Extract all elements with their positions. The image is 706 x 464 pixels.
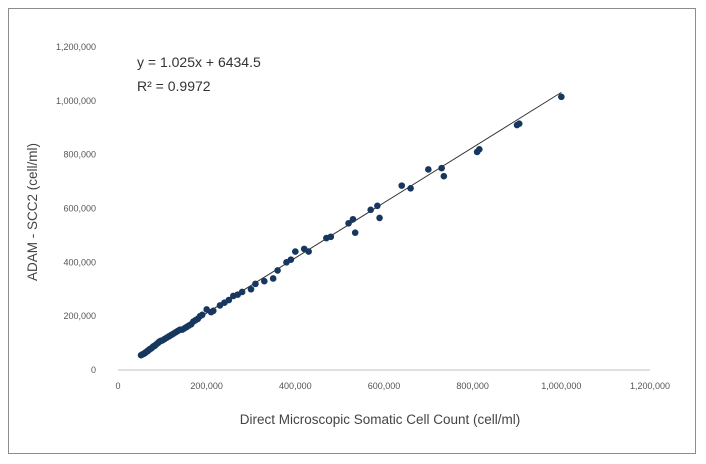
x-tick-label: 800,000 bbox=[456, 381, 489, 391]
data-point bbox=[198, 311, 206, 319]
data-point bbox=[374, 202, 381, 210]
y-tick-label: 200,000 bbox=[63, 311, 96, 321]
data-point bbox=[292, 248, 299, 255]
y-tick-label: 0 bbox=[91, 365, 96, 375]
y-tick-label: 800,000 bbox=[63, 150, 96, 160]
data-point bbox=[225, 296, 233, 304]
y-tick-label: 600,000 bbox=[63, 204, 96, 214]
data-point bbox=[210, 307, 217, 315]
x-axis-title: Direct Microscopic Somatic Cell Count (c… bbox=[240, 412, 521, 427]
data-point bbox=[558, 93, 565, 101]
data-point bbox=[247, 285, 255, 293]
chart-frame bbox=[8, 8, 696, 454]
x-tick-label: 1,000,000 bbox=[541, 381, 581, 391]
x-tick-label: 200,000 bbox=[190, 381, 223, 391]
y-tick-label: 400,000 bbox=[63, 257, 96, 267]
data-point bbox=[440, 172, 448, 180]
data-point bbox=[345, 220, 352, 227]
trendline-equation: y = 1.025x + 6434.5 bbox=[137, 54, 261, 70]
data-point bbox=[438, 164, 445, 172]
y-axis-title: ADAM - SCC2 (cell/ml) bbox=[25, 143, 40, 281]
data-point bbox=[252, 280, 259, 288]
x-tick-label: 1,200,000 bbox=[630, 381, 670, 391]
y-tick-label: 1,000,000 bbox=[56, 96, 96, 106]
y-tick-labels: 0 200,000 400,000 600,000 800,000 1,000,000 1,… bbox=[56, 42, 96, 375]
data-point bbox=[367, 206, 375, 214]
r-squared-label: R² = 0.9972 bbox=[137, 78, 211, 94]
data-point bbox=[398, 182, 406, 189]
x-tick-labels: 0 200,000 400,000 600,000 800,000 1,000,000 1,… bbox=[115, 381, 670, 391]
data-point bbox=[305, 248, 312, 255]
x-tick-label: 600,000 bbox=[368, 381, 401, 391]
data-point bbox=[269, 275, 277, 282]
data-point bbox=[407, 185, 414, 192]
x-tick-label: 0 bbox=[115, 381, 120, 391]
data-point bbox=[349, 215, 357, 223]
data-point bbox=[274, 267, 281, 274]
data-point bbox=[238, 288, 246, 296]
data-point bbox=[376, 214, 383, 222]
data-point bbox=[327, 233, 335, 241]
data-point bbox=[515, 120, 523, 128]
data-point bbox=[425, 166, 432, 173]
data-point bbox=[476, 145, 483, 153]
y-tick-label: 1,200,000 bbox=[56, 42, 96, 52]
data-points bbox=[137, 93, 565, 359]
data-point bbox=[261, 277, 268, 285]
data-point bbox=[287, 256, 295, 263]
data-point bbox=[351, 229, 359, 237]
x-tick-label: 400,000 bbox=[279, 381, 312, 391]
